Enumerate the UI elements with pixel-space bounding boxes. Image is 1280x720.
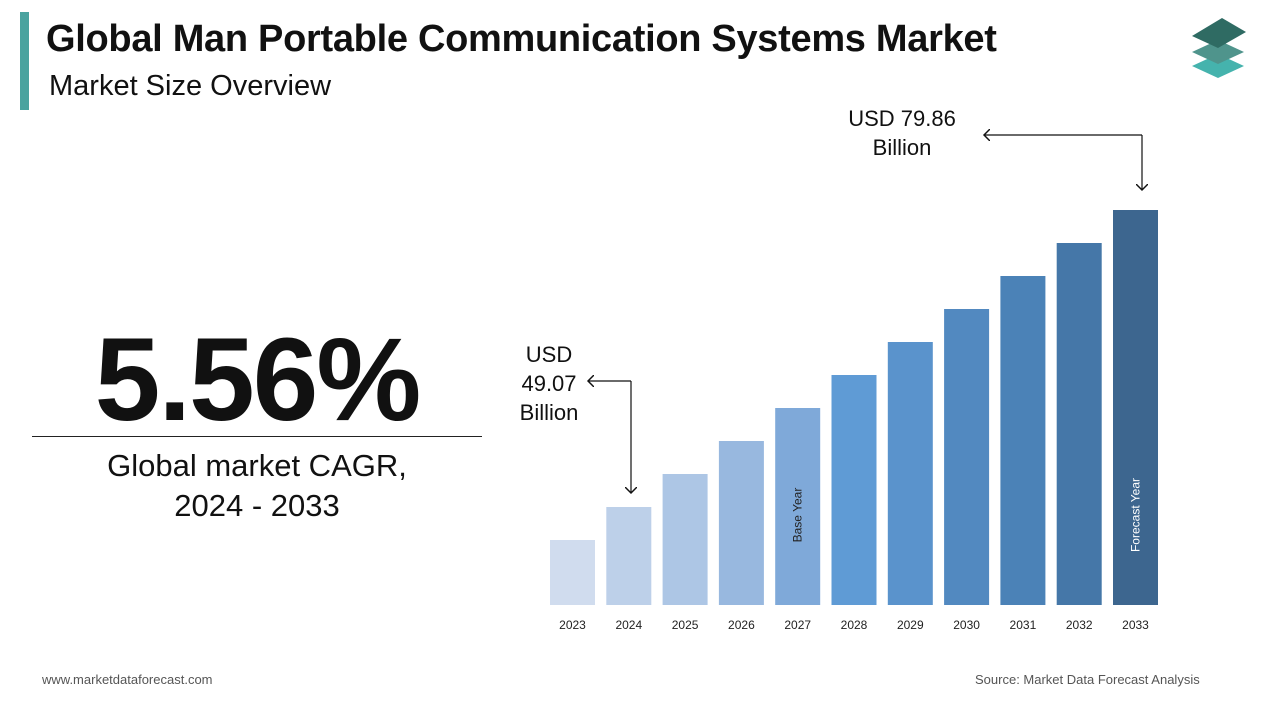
bar-2028	[831, 375, 877, 605]
title-accent-bar	[20, 12, 29, 110]
annotation-2024: USD 49.07 Billion	[500, 340, 598, 427]
annotation-2024-line3: Billion	[519, 400, 579, 425]
logo-icon	[1192, 18, 1246, 78]
bar-2026	[718, 441, 764, 605]
x-tick-label: 2023	[559, 618, 586, 632]
x-tick-label: 2032	[1066, 618, 1093, 632]
bar-2033	[1113, 210, 1158, 605]
bar-2030	[944, 309, 990, 605]
cagr-label: Global market CAGR, 2024 - 2033	[32, 446, 482, 526]
x-tick-label: 2033	[1122, 618, 1149, 632]
annotation-2024-line2: 49.07	[521, 371, 577, 396]
website-link[interactable]: www.marketdataforecast.com	[42, 672, 213, 687]
bar-2025	[662, 474, 708, 605]
x-tick-label: 2030	[953, 618, 980, 632]
bar-label-2027: Base Year	[791, 488, 805, 543]
x-tick-label: 2028	[841, 618, 868, 632]
x-tick-label: 2025	[672, 618, 699, 632]
page-title: Global Man Portable Communication System…	[46, 18, 997, 60]
cagr-label-line1: Global market CAGR,	[107, 448, 407, 483]
annotation-2033: USD 79.86 Billion	[832, 104, 972, 162]
bar-2031	[1000, 276, 1046, 605]
x-tick-label: 2026	[728, 618, 755, 632]
cagr-value: 5.56%	[94, 314, 422, 446]
annotation-2024-line1: USD	[525, 342, 573, 367]
annotation-2033-line1: USD 79.86	[848, 106, 956, 131]
x-tick-label: 2031	[1010, 618, 1037, 632]
bar-2029	[887, 342, 933, 605]
page-subtitle: Market Size Overview	[49, 70, 332, 102]
x-tick-label: 2024	[615, 618, 642, 632]
x-tick-label: 2029	[897, 618, 924, 632]
x-tick-label: 2027	[784, 618, 811, 632]
cagr-label-line2: 2024 - 2033	[174, 488, 340, 523]
bar-2023	[550, 540, 595, 605]
bar-label-2033: Forecast Year	[1129, 478, 1143, 552]
source-note: Source: Market Data Forecast Analysis	[975, 672, 1200, 687]
bar-2027	[775, 408, 821, 605]
annotation-2033-line2: Billion	[872, 135, 932, 160]
divider	[32, 436, 482, 437]
bar-2024	[606, 507, 652, 605]
bar-2032	[1056, 243, 1102, 605]
